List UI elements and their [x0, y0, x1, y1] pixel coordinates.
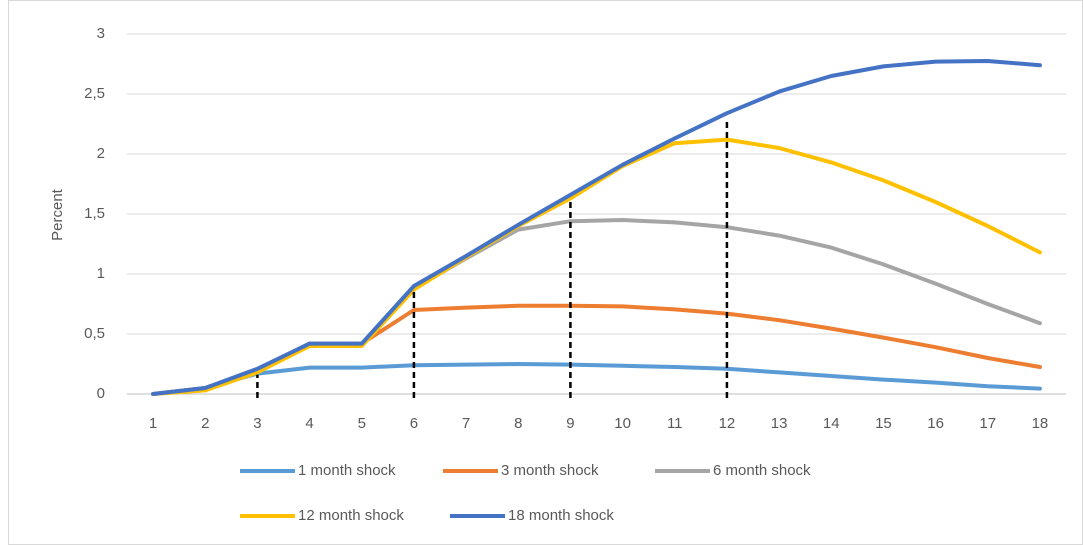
x-tick-label: 14 [823, 415, 840, 432]
x-tick-label: 13 [771, 415, 788, 432]
y-tick-label: 2,5 [84, 85, 105, 102]
x-tick-label: 15 [875, 415, 892, 432]
x-tick-label: 17 [979, 415, 996, 432]
legend-label: 18 month shock [508, 507, 614, 524]
y-tick-label: 0,5 [84, 325, 105, 342]
y-tick-label: 2 [97, 145, 105, 162]
y-axis-label: Percent [49, 188, 66, 241]
x-tick-label: 4 [305, 415, 313, 432]
y-tick-label: 1,5 [84, 205, 105, 222]
x-tick-label: 3 [253, 415, 261, 432]
y-tick-label: 3 [97, 25, 105, 42]
y-tick-label: 0 [97, 385, 105, 402]
x-tick-label: 6 [410, 415, 418, 432]
x-tick-label: 8 [514, 415, 522, 432]
x-tick-label: 16 [927, 415, 944, 432]
x-tick-label: 2 [201, 415, 209, 432]
x-tick-label: 1 [149, 415, 157, 432]
y-tick-label: 1 [97, 265, 105, 282]
series-line [151, 137, 1042, 396]
x-tick-label: 11 [667, 415, 683, 432]
x-tick-label: 12 [719, 415, 736, 432]
x-tick-label: 5 [358, 415, 366, 432]
series-line [151, 362, 1042, 396]
x-tick-label: 10 [614, 415, 631, 432]
x-tick-label: 9 [566, 415, 574, 432]
legend-label: 3 month shock [501, 462, 599, 479]
legend-label: 1 month shock [298, 462, 396, 479]
series-line [151, 59, 1042, 396]
legend-label: 6 month shock [713, 462, 811, 479]
x-tick-label: 18 [1032, 415, 1049, 432]
legend-label: 12 month shock [298, 507, 404, 524]
x-tick-label: 7 [462, 415, 470, 432]
